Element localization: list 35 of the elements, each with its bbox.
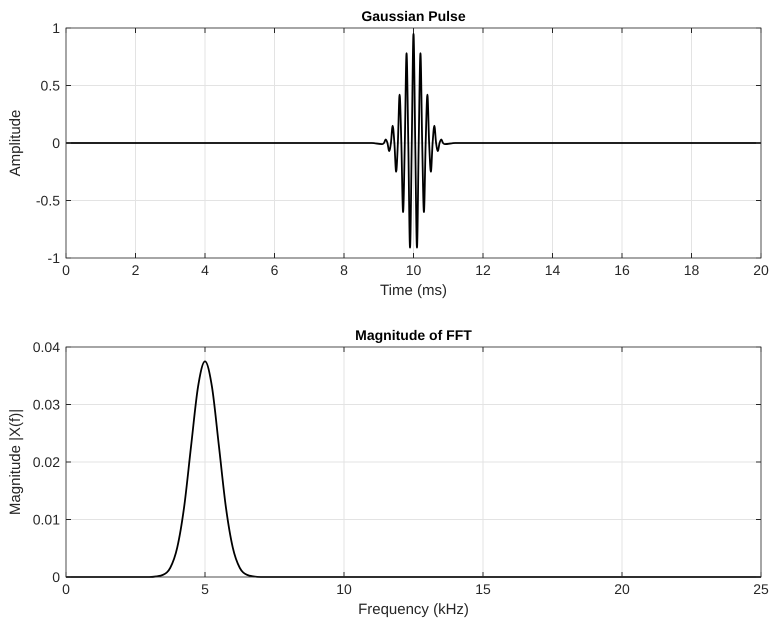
y-axis-title: Amplitude	[7, 110, 24, 176]
line-series	[65, 32, 762, 249]
x-tick-label: 20	[614, 581, 630, 597]
y-tick-label: 0.5	[40, 78, 60, 94]
x-tick-label: 12	[475, 262, 491, 278]
chart-title: Magnitude of FFT	[355, 327, 472, 343]
x-tick-label: 0	[62, 262, 70, 278]
x-tick-label: 20	[753, 262, 769, 278]
chart-title: Gaussian Pulse	[361, 8, 466, 24]
y-tick-label: 0.04	[32, 339, 60, 355]
line-series	[65, 360, 762, 578]
x-axis-title: Frequency (kHz)	[358, 601, 469, 618]
x-tick-label: 25	[753, 581, 769, 597]
x-tick-label: 14	[544, 262, 560, 278]
x-tick-label: 2	[132, 262, 140, 278]
x-tick-label: 10	[406, 262, 422, 278]
x-tick-label: 10	[336, 581, 352, 597]
x-tick-label: 18	[684, 262, 700, 278]
y-tick-label: 0.03	[32, 396, 60, 412]
y-tick-label: -1	[48, 250, 60, 266]
x-tick-label: 15	[475, 581, 491, 597]
y-tick-label: 0.01	[32, 512, 60, 528]
y-axis-title: Magnitude |X(f)|	[7, 408, 24, 516]
y-tick-label: 0	[52, 135, 60, 151]
x-tick-label: 16	[614, 262, 630, 278]
y-tick-label: -0.5	[36, 192, 60, 208]
y-tick-label: 0.02	[32, 454, 60, 470]
y-tick-label: 1	[52, 20, 60, 36]
x-tick-label: 0	[62, 581, 70, 597]
x-tick-label: 8	[340, 262, 348, 278]
x-tick-label: 6	[270, 262, 279, 278]
x-tick-label: 5	[201, 581, 210, 597]
x-axis-title: Time (ms)	[380, 282, 447, 299]
y-tick-label: 0	[52, 569, 60, 585]
x-tick-label: 4	[201, 262, 210, 278]
